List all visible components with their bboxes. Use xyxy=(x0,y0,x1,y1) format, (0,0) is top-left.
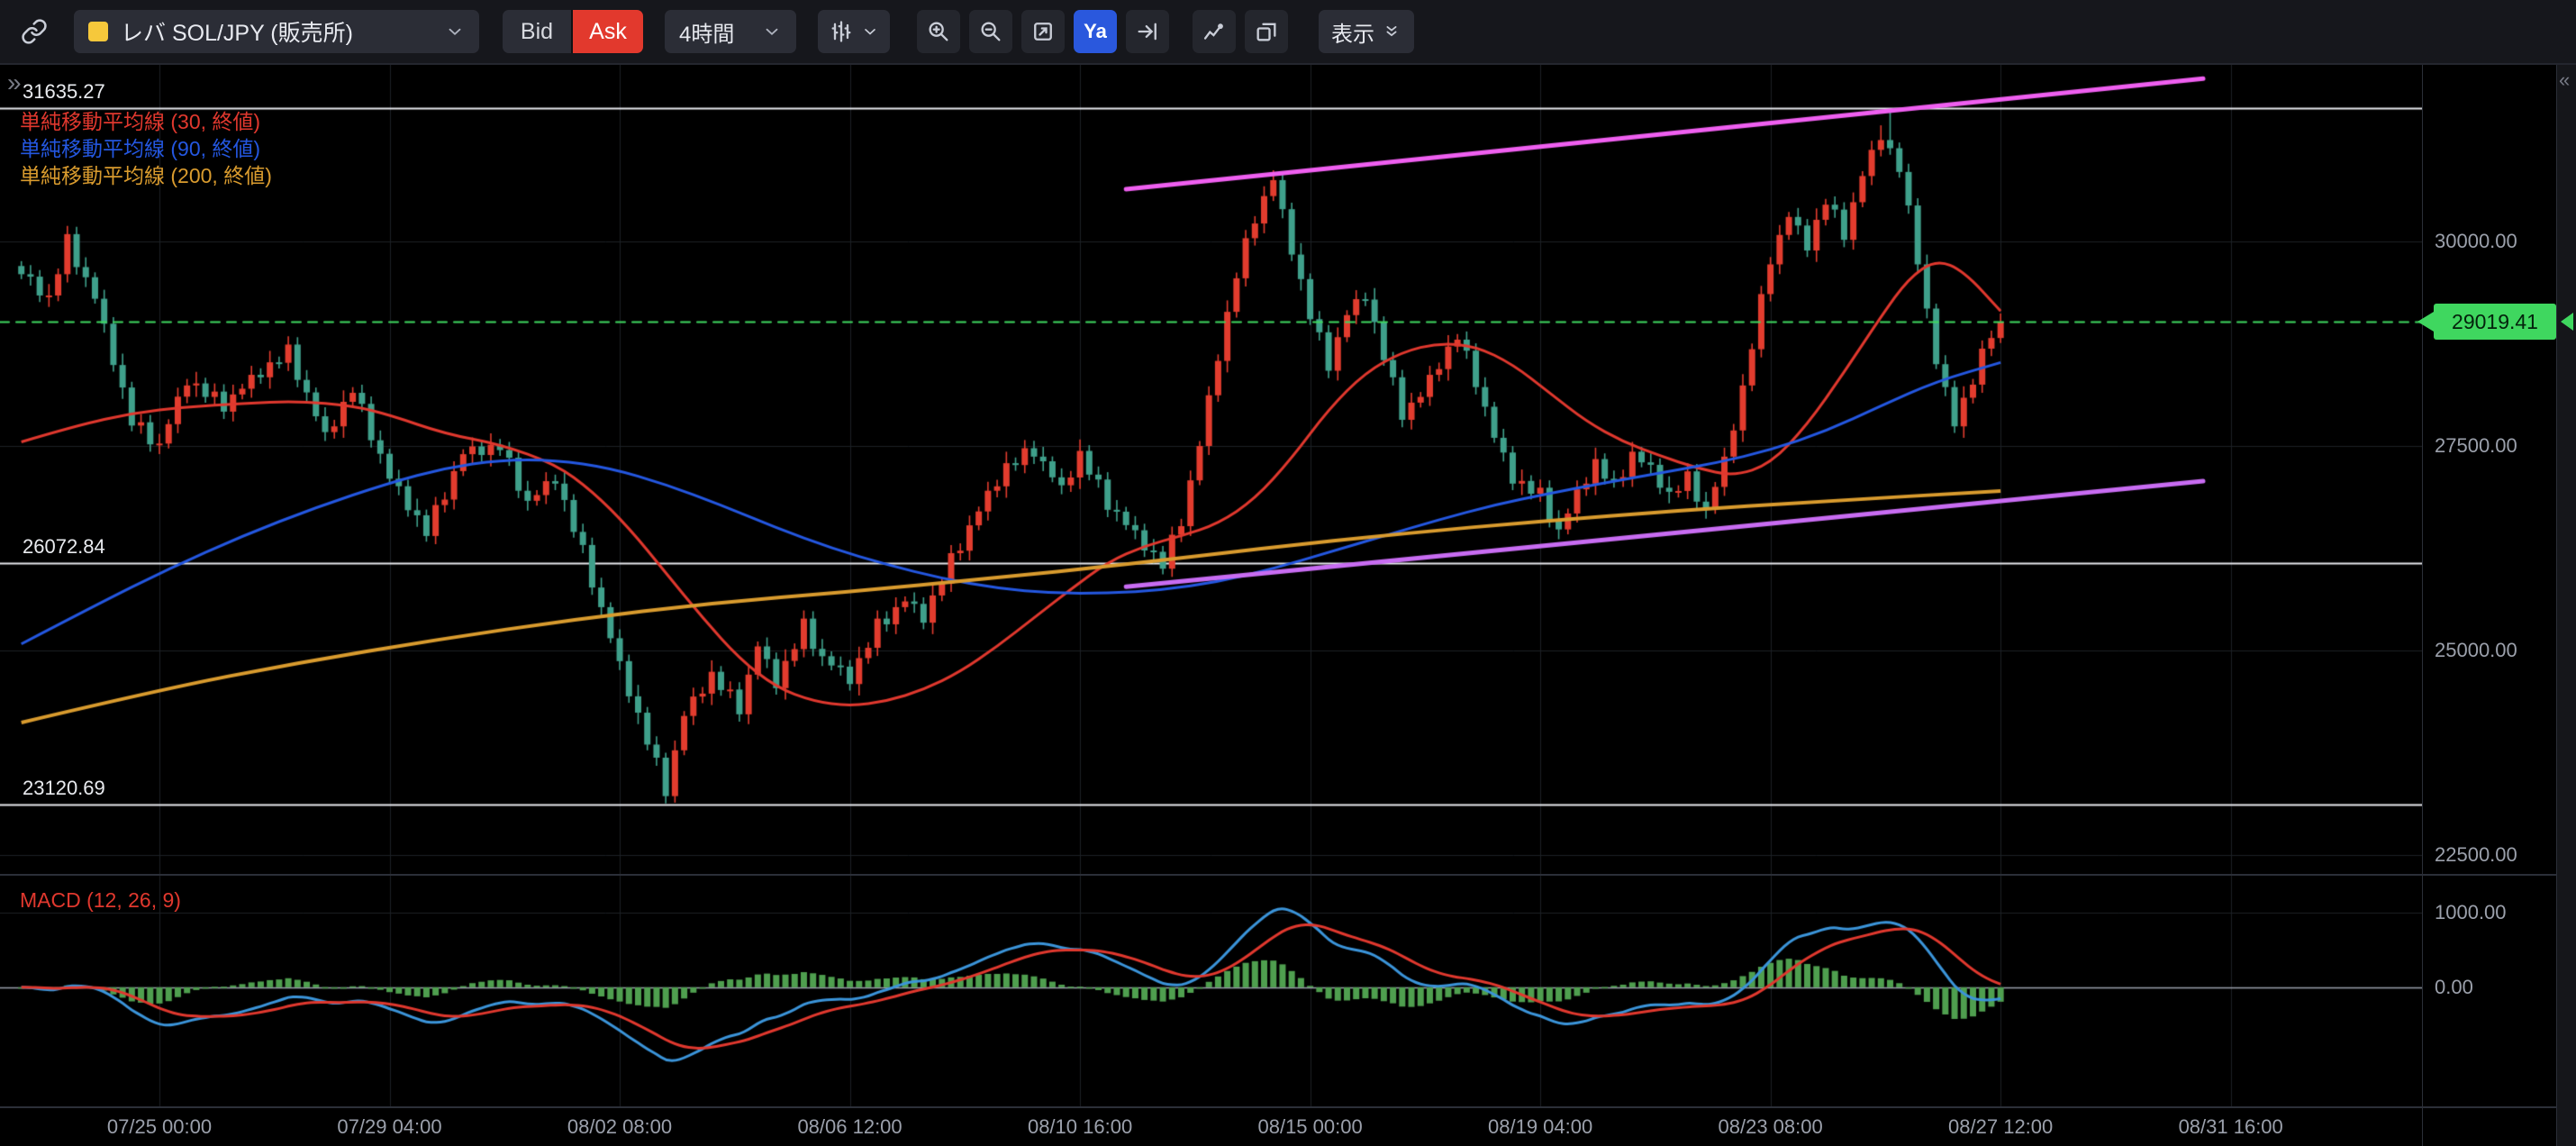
time-axis-label: 08/27 12:00 xyxy=(1948,1115,2054,1138)
price-chart-canvas[interactable] xyxy=(0,65,2422,874)
zoom-in-icon xyxy=(926,19,951,44)
timeframe-selector[interactable]: 4時間 xyxy=(665,10,796,53)
symbol-swatch-icon xyxy=(88,22,108,41)
price-axis[interactable]: 30000.00 27500.00 25000.00 22500.00 1000.00 0… xyxy=(2422,0,2556,1146)
chevron-down-icon xyxy=(445,22,465,41)
macd-axis-label: 1000.00 xyxy=(2435,901,2507,924)
ask-button[interactable]: Ask xyxy=(573,10,643,53)
double-chevron-down-icon xyxy=(1382,22,1401,41)
price-axis-label: 22500.00 xyxy=(2435,843,2517,867)
chevron-down-icon xyxy=(861,23,879,41)
symbol-label: レバ SOL/JPY (販売所) xyxy=(121,21,353,46)
last-price-tag: 29019.41 xyxy=(2434,304,2556,341)
line-chart-button[interactable] xyxy=(1193,10,1236,53)
go-to-realtime-button[interactable] xyxy=(1126,10,1169,53)
panel-collapse-icon[interactable]: « xyxy=(2559,68,2571,91)
timeframe-label: 4時間 xyxy=(679,22,735,47)
chevron-down-icon xyxy=(762,22,782,41)
link-icon[interactable] xyxy=(13,10,56,53)
time-axis-label: 07/29 04:00 xyxy=(337,1115,442,1138)
snapshot-button[interactable] xyxy=(1245,10,1288,53)
display-menu-label: 表示 xyxy=(1331,22,1374,47)
axis-separator xyxy=(2422,65,2423,1146)
last-price-arrow-icon xyxy=(2417,312,2434,332)
display-menu-button[interactable]: 表示 xyxy=(1319,10,1414,53)
pane-divider[interactable] xyxy=(0,1106,2576,1108)
zoom-out-icon xyxy=(978,19,1003,44)
go-to-realtime-ic/on xyxy=(1135,19,1160,44)
time-axis-label: 07/25 00:00 xyxy=(106,1115,213,1138)
y-axis-lock-button[interactable]: Ya xyxy=(1074,10,1117,53)
time-axis-label: 08/23 08:00 xyxy=(1718,1115,1823,1138)
bid-ask-toggle: Bid Ask xyxy=(503,10,643,53)
time-axis-label: 08/06 12:00 xyxy=(797,1115,903,1138)
bars-icon xyxy=(829,19,854,44)
time-axis-label: 08/15 00:00 xyxy=(1257,1115,1363,1138)
drawing-toolbar-collapse-icon[interactable]: » xyxy=(7,68,22,96)
pane-divider[interactable] xyxy=(0,874,2576,876)
toolbar: レバ SOL/JPY (販売所) Bid Ask 4時間 xyxy=(0,0,2576,65)
time-axis-label: 08/19 04:00 xyxy=(1488,1115,1593,1138)
fit-icon xyxy=(1030,19,1056,44)
fit-content-button[interactable] xyxy=(1021,10,1065,53)
symbol-selector[interactable]: レバ SOL/JPY (販売所) xyxy=(74,10,479,53)
zoom-in-button[interactable] xyxy=(917,10,960,53)
price-axis-label: 25000.00 xyxy=(2435,639,2517,662)
macd-chart-canvas[interactable] xyxy=(0,876,2422,1106)
time-axis-label: 08/02 08:00 xyxy=(567,1115,673,1138)
price-marker-arrow-icon xyxy=(2561,313,2573,332)
chart-type-selector[interactable] xyxy=(818,10,890,53)
line-chart-icon xyxy=(1202,19,1227,44)
side-panel-strip: « xyxy=(2556,65,2576,1146)
price-axis-label: 30000.00 xyxy=(2435,230,2517,253)
zoom-out-button[interactable] xyxy=(969,10,1012,53)
time-axis[interactable]: 07/25 00:00 07/29 04:00 08/02 08:00 08/06 1… xyxy=(0,1108,2422,1146)
bid-button[interactable]: Bid xyxy=(503,10,573,53)
snapshot-icon xyxy=(1254,19,1279,44)
macd-axis-label: 0.00 xyxy=(2435,975,2473,998)
price-axis-label: 27500.00 xyxy=(2435,434,2517,458)
time-axis-label: 08/31 16:00 xyxy=(2178,1115,2283,1138)
time-axis-label: 08/10 16:00 xyxy=(1027,1115,1133,1138)
